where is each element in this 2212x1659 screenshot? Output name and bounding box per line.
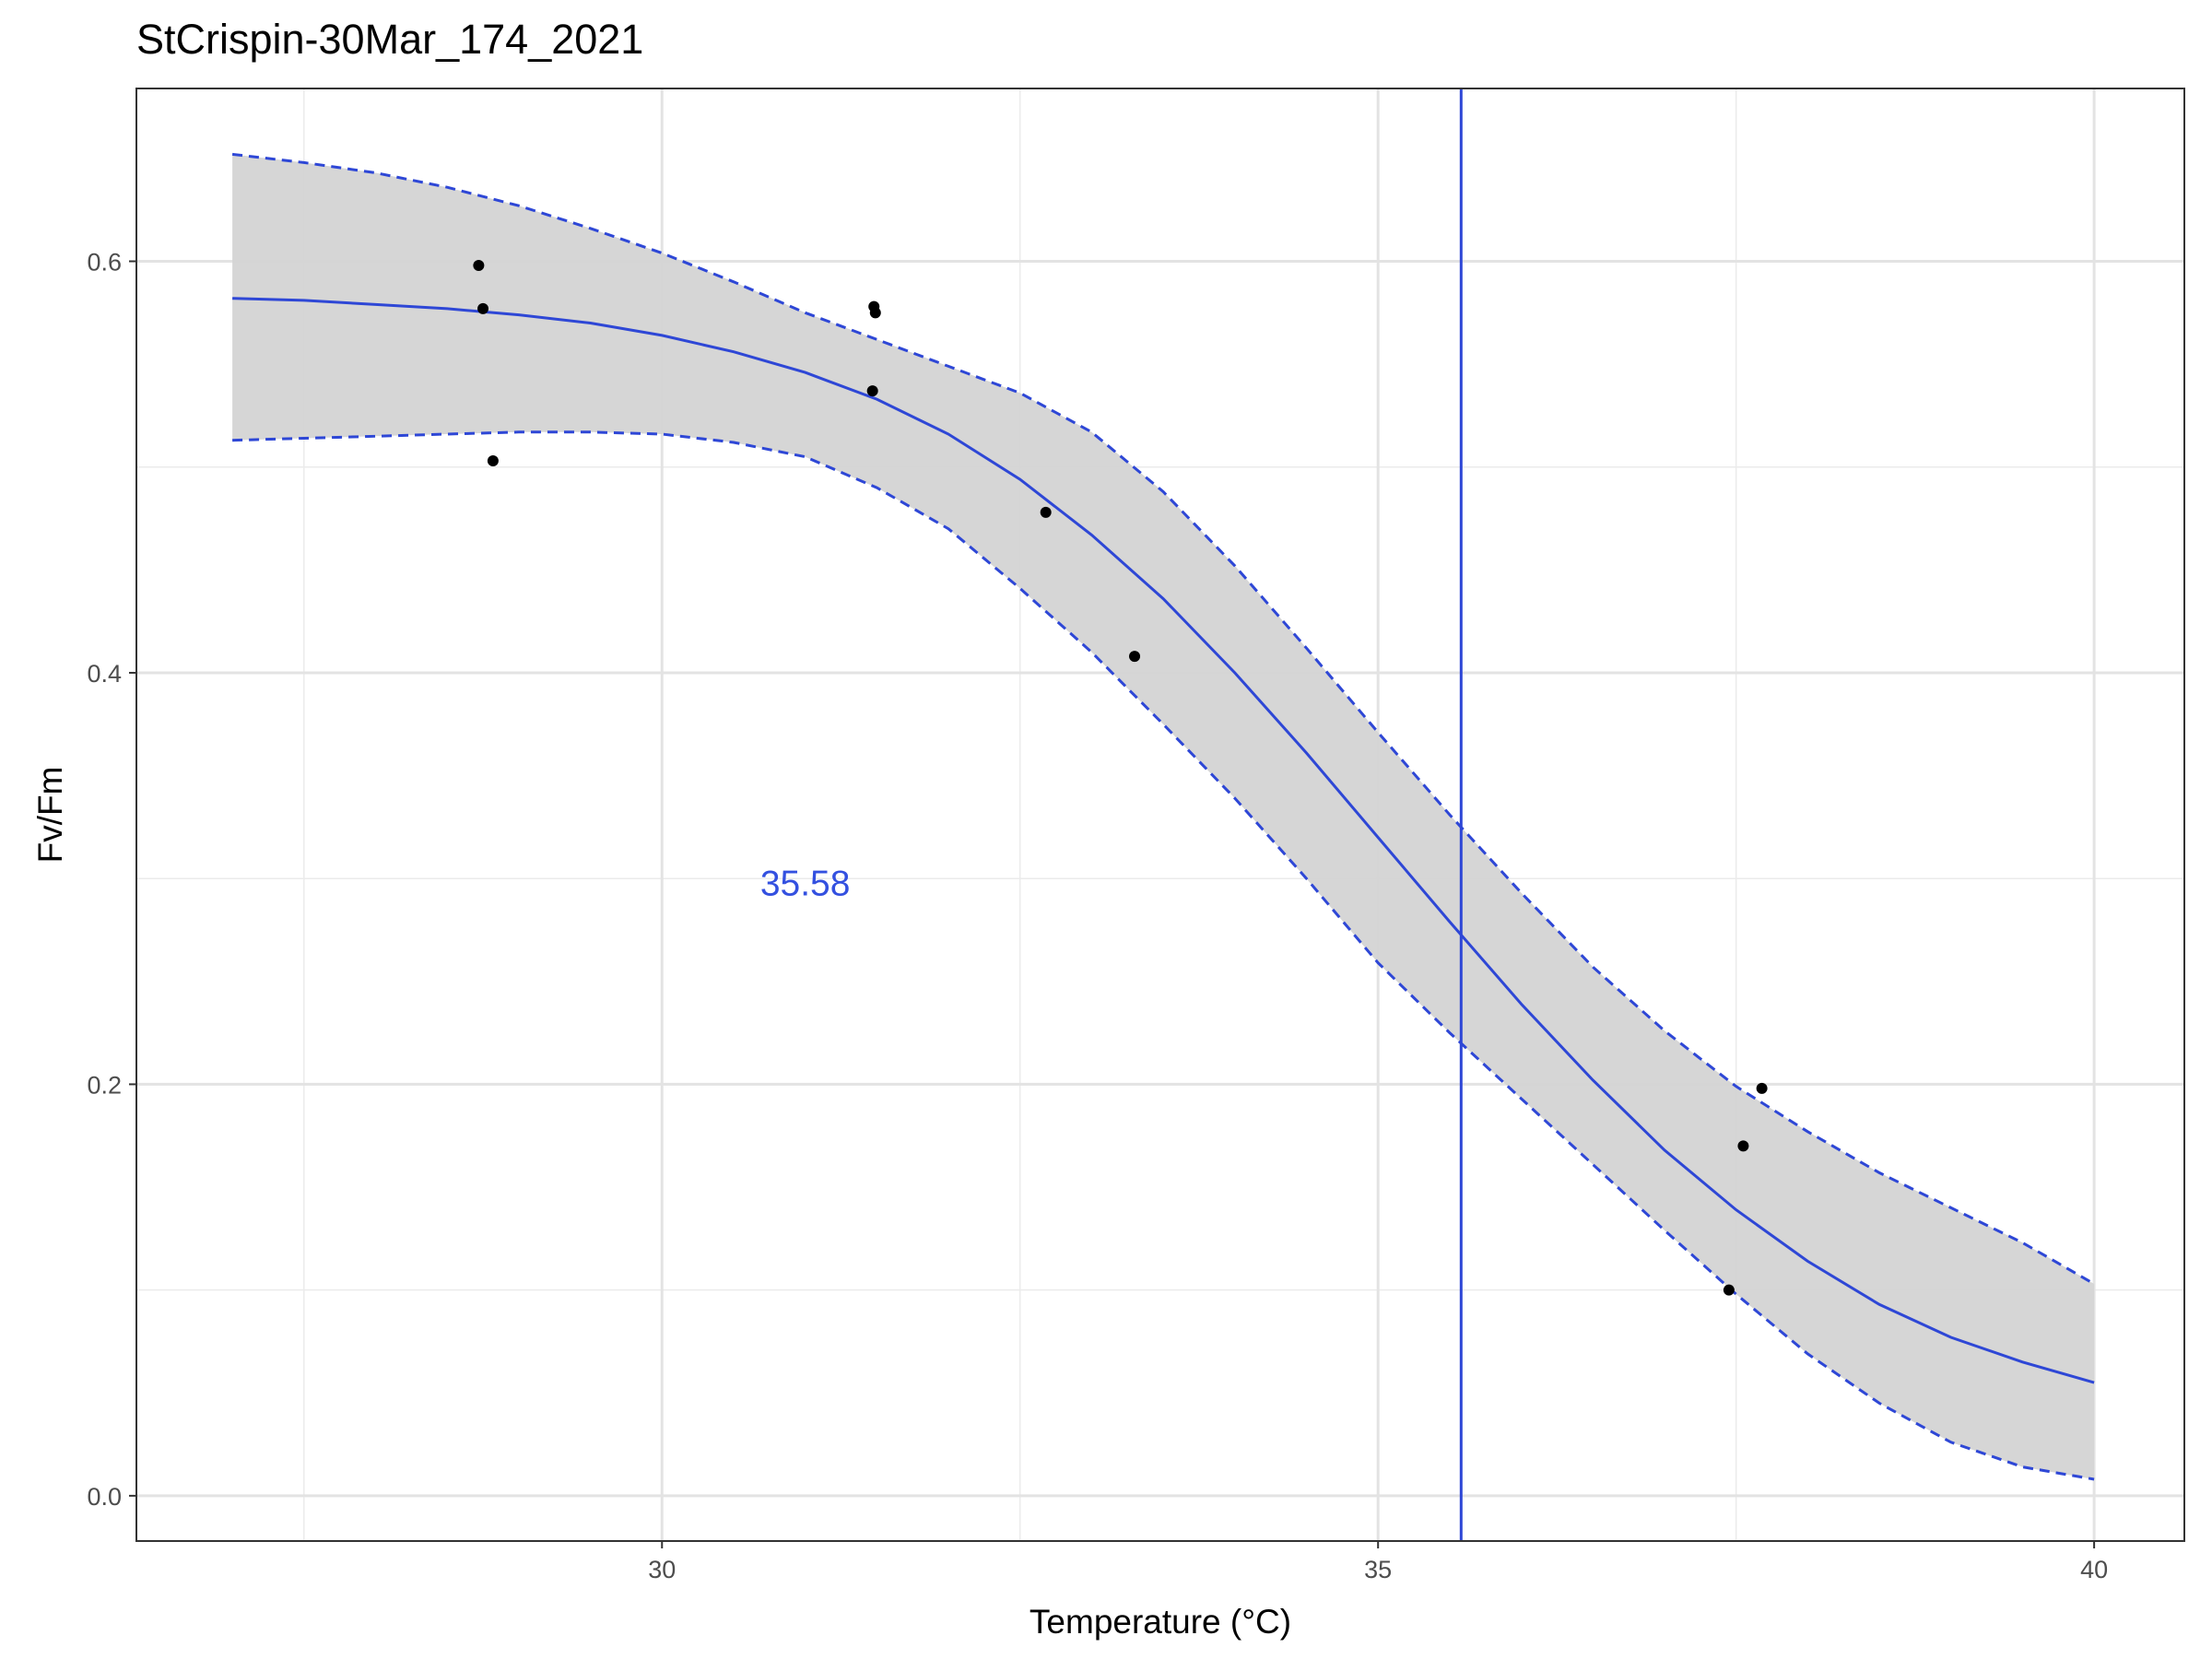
data-point	[1723, 1284, 1735, 1296]
annotations: 35.58	[760, 865, 851, 904]
data-point	[1737, 1140, 1749, 1152]
x-tick-label: 35	[1364, 1556, 1392, 1583]
data-point	[477, 302, 489, 314]
y-tick-label: 0.6	[87, 249, 122, 276]
y-tick-label: 0.4	[87, 660, 122, 688]
upper-confidence-line	[231, 152, 2095, 1286]
y-axis-title: Fv/Fm	[31, 767, 69, 864]
x-axis-title: Temperature (°C)	[1030, 1603, 1291, 1641]
fit-lines	[231, 88, 2095, 1541]
grid-lines	[136, 88, 2184, 1541]
data-point	[866, 385, 878, 397]
x-tick-label: 30	[648, 1556, 676, 1583]
plot-panel-border	[135, 88, 2185, 1542]
lower-confidence-line	[232, 430, 2095, 1481]
x-tick-label: 40	[2080, 1556, 2108, 1583]
fitted-curve	[232, 297, 2095, 1384]
confidence-band	[232, 154, 2095, 1479]
data-points	[473, 259, 1768, 1296]
data-point	[473, 259, 485, 271]
axis-ticks: 30 35 40 0.0 0.2 0.4 0.6	[87, 249, 2108, 1583]
y-tick-label: 0.2	[87, 1071, 122, 1099]
y-tick-label: 0.0	[87, 1483, 122, 1511]
chart-title: StCrispin-30Mar_174_2021	[136, 16, 643, 63]
data-point	[487, 455, 499, 467]
data-point	[1129, 651, 1141, 663]
annotation-label: 35.58	[760, 865, 851, 904]
data-point	[1040, 506, 1052, 518]
data-point	[1756, 1082, 1768, 1094]
confidence-band-fill	[232, 154, 2095, 1479]
data-point	[869, 307, 881, 319]
